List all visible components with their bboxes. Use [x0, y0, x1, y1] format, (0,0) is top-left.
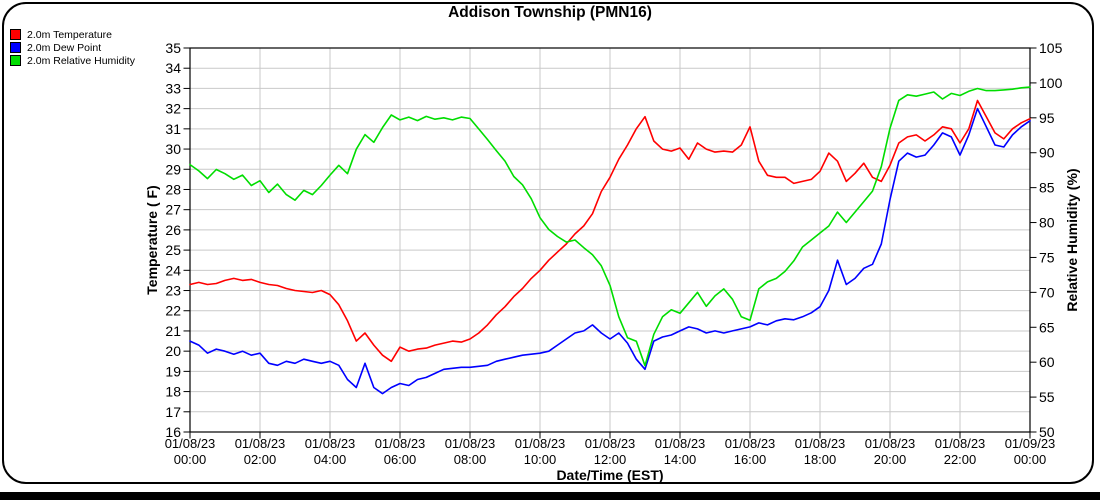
relative-humidity-swatch-icon: [10, 55, 21, 66]
legend-item-relative-humidity: 2.0m Relative Humidity: [10, 54, 135, 67]
left-tick-label: 35: [165, 40, 181, 56]
chart-title: Addison Township (PMN16): [448, 4, 652, 21]
left-tick-label: 17: [165, 404, 181, 420]
right-tick-label: 60: [1039, 354, 1055, 370]
x-tick-label: 01/08/23 02:00: [235, 436, 286, 467]
left-tick-label: 21: [165, 323, 181, 339]
x-tick-label: 01/08/23 22:00: [935, 436, 986, 467]
right-axis-title: Relative Humidity (%): [1064, 168, 1080, 312]
left-tick-label: 23: [165, 283, 181, 299]
x-tick-label: 01/08/23 20:00: [865, 436, 916, 467]
right-tick-label: 105: [1039, 40, 1063, 56]
temperature-swatch-icon: [10, 29, 21, 40]
relative-humidity-line: [189, 86, 1031, 367]
x-tick-label: 01/08/23 18:00: [795, 436, 846, 467]
temperature-line: [189, 99, 1031, 363]
right-tick-label: 80: [1039, 215, 1055, 231]
x-tick-label: 01/08/23 06:00: [375, 436, 426, 467]
left-tick-label: 29: [165, 161, 181, 177]
left-tick-label: 28: [165, 181, 181, 197]
x-tick-label: 01/08/23 04:00: [305, 436, 356, 467]
right-tick-label: 65: [1039, 319, 1055, 335]
left-tick-label: 24: [165, 262, 181, 278]
bottom-bar: [0, 492, 1100, 500]
x-tick-label: 01/09/23 00:00: [1005, 436, 1056, 467]
dew-point-swatch-icon: [10, 42, 21, 53]
left-tick-label: 22: [165, 303, 181, 319]
right-tick-label: 50: [1039, 424, 1055, 440]
x-tick-label: 01/08/23 14:00: [655, 436, 706, 467]
x-tick-label: 01/08/23 10:00: [515, 436, 566, 467]
left-tick-label: 26: [165, 222, 181, 238]
left-tick-label: 32: [165, 101, 181, 117]
x-tick-label: 01/08/23 16:00: [725, 436, 776, 467]
legend-label: 2.0m Temperature: [27, 28, 113, 41]
x-tick-label: 01/08/23 12:00: [585, 436, 636, 467]
x-axis-title: Date/Time (EST): [556, 467, 664, 483]
legend-item-dew-point: 2.0m Dew Point: [10, 41, 135, 54]
legend: 2.0m Temperature 2.0m Dew Point 2.0m Rel…: [10, 28, 135, 67]
right-tick-label: 95: [1039, 110, 1055, 126]
chart-outer-border: [2, 2, 1094, 484]
legend-item-temperature: 2.0m Temperature: [10, 28, 135, 41]
left-tick-label: 25: [165, 242, 181, 258]
gridlines: [190, 48, 1030, 432]
left-tick-label: 20: [165, 343, 181, 359]
left-tick-label: 30: [165, 141, 181, 157]
legend-label: 2.0m Dew Point: [27, 41, 102, 54]
right-tick-label: 75: [1039, 249, 1055, 265]
left-tick-label: 19: [165, 363, 181, 379]
x-tick-label: 01/08/23 08:00: [445, 436, 496, 467]
legend-label: 2.0m Relative Humidity: [27, 54, 135, 67]
right-tick-label: 70: [1039, 284, 1055, 300]
x-tick-label: 01/08/23 00:00: [165, 436, 216, 467]
left-tick-label: 33: [165, 80, 181, 96]
left-tick-label: 34: [165, 60, 181, 76]
right-tick-label: 85: [1039, 180, 1055, 196]
axis-tick-labels: 16 17 18 19 20 21 22 23 24 25 26 27 28 29 30 31 32 33 34 35…: [165, 40, 1063, 467]
dew-point-line: [189, 107, 1031, 395]
left-tick-label: 27: [165, 202, 181, 218]
left-tick-label: 16: [165, 424, 181, 440]
right-tick-label: 100: [1039, 75, 1063, 91]
right-tick-label: 90: [1039, 145, 1055, 161]
right-tick-label: 55: [1039, 389, 1055, 405]
left-tick-label: 31: [165, 121, 181, 137]
axis-ticks: [183, 47, 1037, 439]
left-axis-title: Temperature ( F): [144, 185, 160, 295]
left-tick-label: 18: [165, 384, 181, 400]
